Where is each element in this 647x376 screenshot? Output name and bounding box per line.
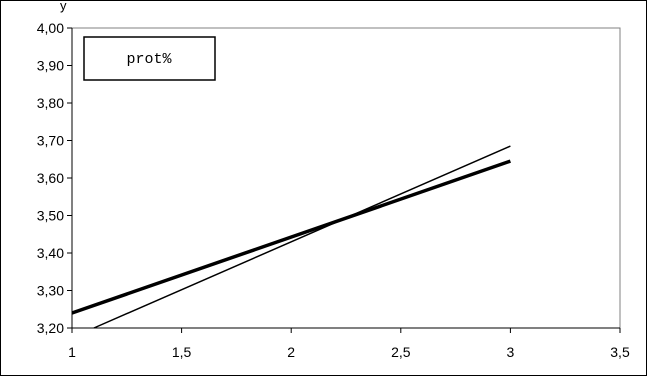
y-tick-label: 3,50 [37,208,64,224]
legend-entry: prot% [126,51,172,68]
x-axis: 1 1,5 2 2,5 3 3,5 [68,327,630,360]
legend-box [83,36,216,81]
y-tick-label: 3,90 [37,58,64,74]
y-tick-label: 3,80 [37,95,64,111]
y-tick-label: 3,40 [37,245,64,261]
x-tick-label: 2,5 [391,344,411,360]
x-tick-label: 3,5 [610,344,630,360]
y-tick-label: 3,30 [37,283,64,299]
top-text-fragment: y [60,0,67,13]
y-tick-label: 3,70 [37,133,64,149]
y-tick-label: 3,60 [37,170,64,186]
series-line-thin [93,145,511,329]
y-axis: 3,20 3,30 3,40 3,50 3,60 3,70 3,80 3,90 4,00 [37,20,73,336]
series-line-thick [71,159,511,315]
y-tick-label: 4,00 [37,20,64,36]
x-tick-label: 1,5 [172,344,192,360]
legend: prot% [83,36,216,81]
x-tick-label: 3 [507,344,515,360]
series-group [71,145,511,329]
y-tick-label: 3,20 [37,320,64,336]
x-tick-label: 2 [287,344,295,360]
x-tick-label: 1 [68,344,76,360]
